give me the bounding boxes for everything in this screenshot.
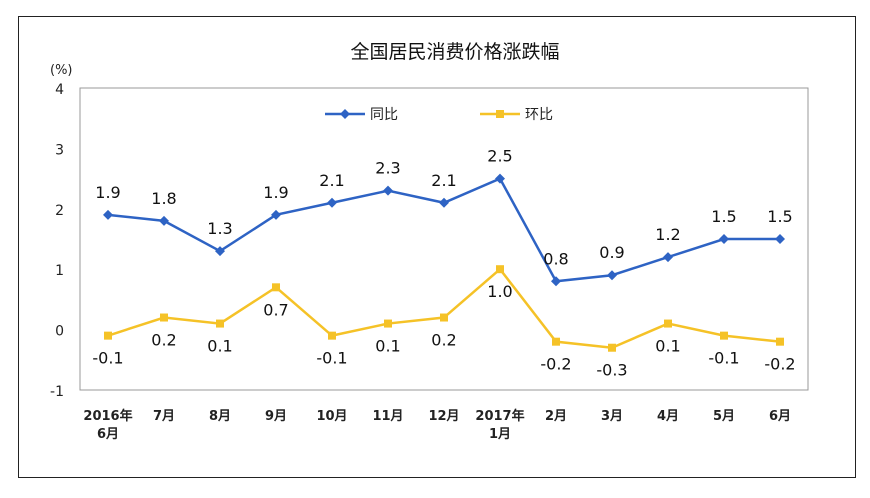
legend-square-marker [496, 110, 504, 118]
x-tick-label: 4月 [657, 409, 679, 424]
data-point [551, 276, 561, 287]
data-label: -0.2 [540, 355, 571, 374]
data-label: 0.9 [599, 243, 624, 262]
x-tick-label: 9月 [265, 409, 287, 424]
data-label: -0.3 [596, 361, 627, 380]
y-tick-label: 2 [55, 203, 64, 219]
legend-diamond-marker [340, 109, 350, 119]
x-tick-label: 6月 [97, 427, 119, 442]
data-label: 2.1 [431, 171, 456, 190]
x-tick-label: 2017年 [475, 408, 524, 424]
data-point [271, 209, 281, 220]
data-label: -0.1 [708, 349, 739, 368]
data-label: 2.5 [487, 147, 512, 166]
data-point [720, 331, 728, 340]
data-point [496, 265, 504, 274]
data-label: 2.3 [375, 159, 400, 178]
data-point [328, 331, 336, 340]
data-point [272, 283, 280, 292]
data-point [663, 252, 673, 263]
data-point [215, 246, 225, 257]
data-label: 1.5 [767, 207, 792, 226]
x-tick-label: 2月 [545, 409, 567, 424]
data-label: 0.2 [431, 331, 456, 350]
x-tick-label: 8月 [209, 409, 231, 424]
data-point [383, 185, 393, 196]
data-label: -0.2 [764, 355, 795, 374]
data-label: 0.1 [375, 337, 400, 356]
data-point [608, 343, 616, 352]
data-label: 1.9 [95, 183, 120, 202]
data-label: 1.3 [207, 219, 232, 238]
chart-title: 全国居民消费价格涨跌幅 [350, 41, 559, 63]
legend-label: 同比 [370, 107, 398, 123]
data-point [160, 313, 168, 322]
data-label: 1.0 [487, 282, 512, 301]
data-point [719, 234, 729, 244]
x-tick-label: 2016年 [83, 408, 132, 424]
x-tick-label: 6月 [769, 409, 791, 424]
x-tick-label: 3月 [601, 409, 623, 424]
data-label: -0.1 [316, 349, 347, 368]
data-label: 0.7 [263, 300, 288, 319]
data-label: 1.9 [263, 183, 288, 202]
data-point [552, 337, 560, 346]
legend-label: 环比 [525, 107, 553, 123]
data-point [776, 337, 784, 346]
data-point [104, 331, 112, 340]
data-point [440, 313, 448, 322]
data-point [607, 270, 617, 281]
data-label: 2.1 [319, 171, 344, 190]
y-tick-label: 3 [55, 142, 64, 158]
data-label: 0.8 [543, 249, 568, 268]
data-point [103, 209, 113, 220]
x-tick-label: 7月 [153, 409, 175, 424]
x-tick-label: 1月 [489, 427, 511, 442]
data-point [775, 234, 785, 244]
data-label: 1.2 [655, 225, 680, 244]
y-tick-label: 1 [55, 263, 64, 279]
data-point [159, 215, 169, 226]
data-point [384, 319, 392, 328]
data-label: 0.1 [207, 337, 232, 356]
data-point [216, 319, 224, 328]
data-point [495, 173, 505, 184]
data-point [327, 197, 337, 208]
data-label: 1.5 [711, 207, 736, 226]
y-tick-label: 4 [55, 82, 64, 98]
y-tick-label: -1 [50, 384, 64, 400]
x-tick-label: 11月 [372, 409, 403, 424]
data-label: 0.1 [655, 337, 680, 356]
chart-frame [18, 16, 856, 478]
data-label: 0.2 [151, 331, 176, 350]
plot-area [79, 87, 809, 391]
x-tick-label: 12月 [428, 409, 459, 424]
data-point [439, 197, 449, 208]
y-axis-label: (%) [50, 63, 73, 78]
x-tick-label: 10月 [316, 409, 347, 424]
data-point [664, 319, 672, 328]
data-label: 1.8 [151, 189, 176, 208]
x-tick-label: 5月 [713, 409, 735, 424]
data-label: -0.1 [92, 349, 123, 368]
y-tick-label: 0 [55, 324, 64, 340]
